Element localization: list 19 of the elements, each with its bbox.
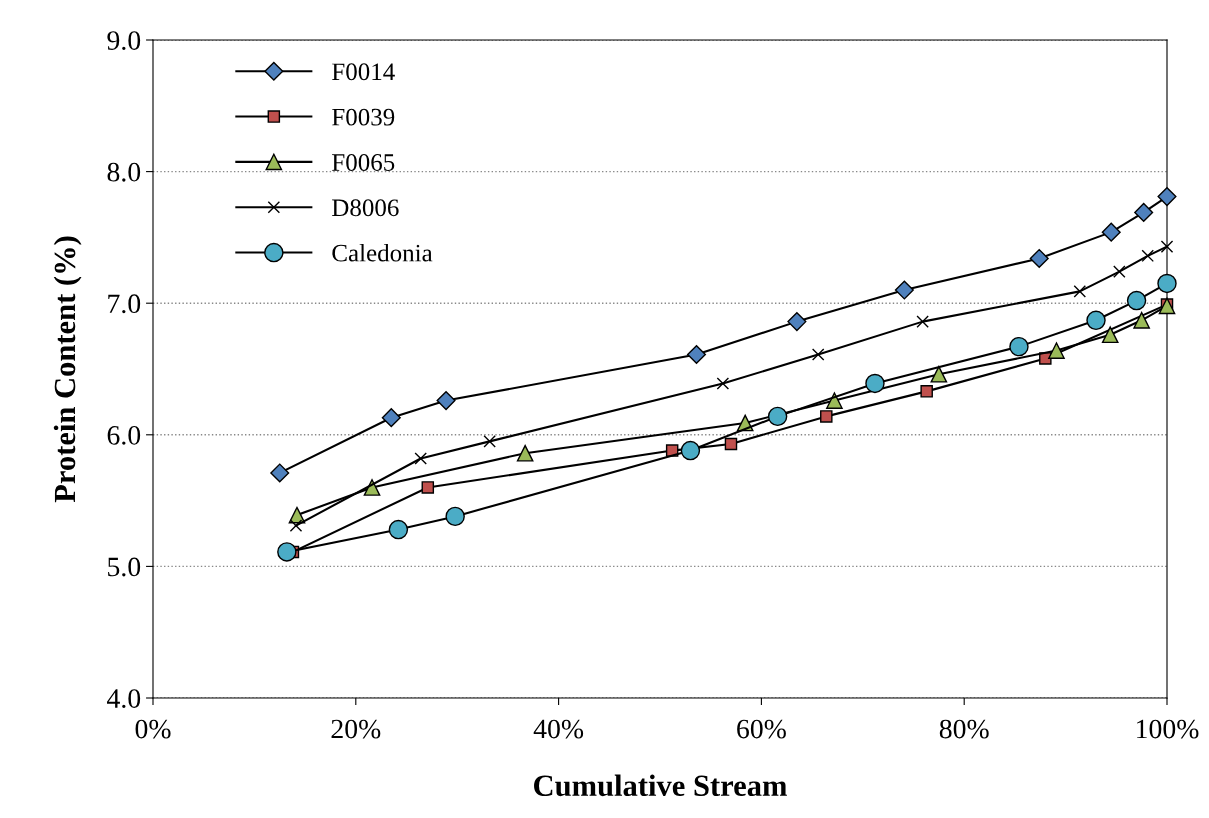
x-tick-label: 100% <box>1137 719 1199 739</box>
legend-label: F0039 <box>332 108 395 126</box>
y-axis-title: Protein Content (%) <box>53 236 82 503</box>
legend-label: Caledonia <box>332 243 433 262</box>
y-tick-label: 5.0 <box>108 557 141 577</box>
x-tick-label: 80% <box>939 719 989 739</box>
legend-label: F0014 <box>332 63 395 81</box>
x-tick-label: 0% <box>135 719 171 739</box>
x-axis-title: Cumulative Stream <box>534 774 787 797</box>
x-tick-label: 20% <box>331 719 381 739</box>
legend-label: F0065 <box>332 154 395 171</box>
x-tick-label: 60% <box>737 719 786 739</box>
y-tick-label: 9.0 <box>107 31 141 51</box>
y-tick-label: 7.0 <box>108 294 141 314</box>
y-tick-label: 6.0 <box>107 425 141 445</box>
y-tick-label: 8.0 <box>107 162 141 182</box>
x-tick-label: 40% <box>533 719 584 739</box>
y-tick-label: 4.0 <box>107 689 141 709</box>
legend-label: D8006 <box>332 199 399 217</box>
